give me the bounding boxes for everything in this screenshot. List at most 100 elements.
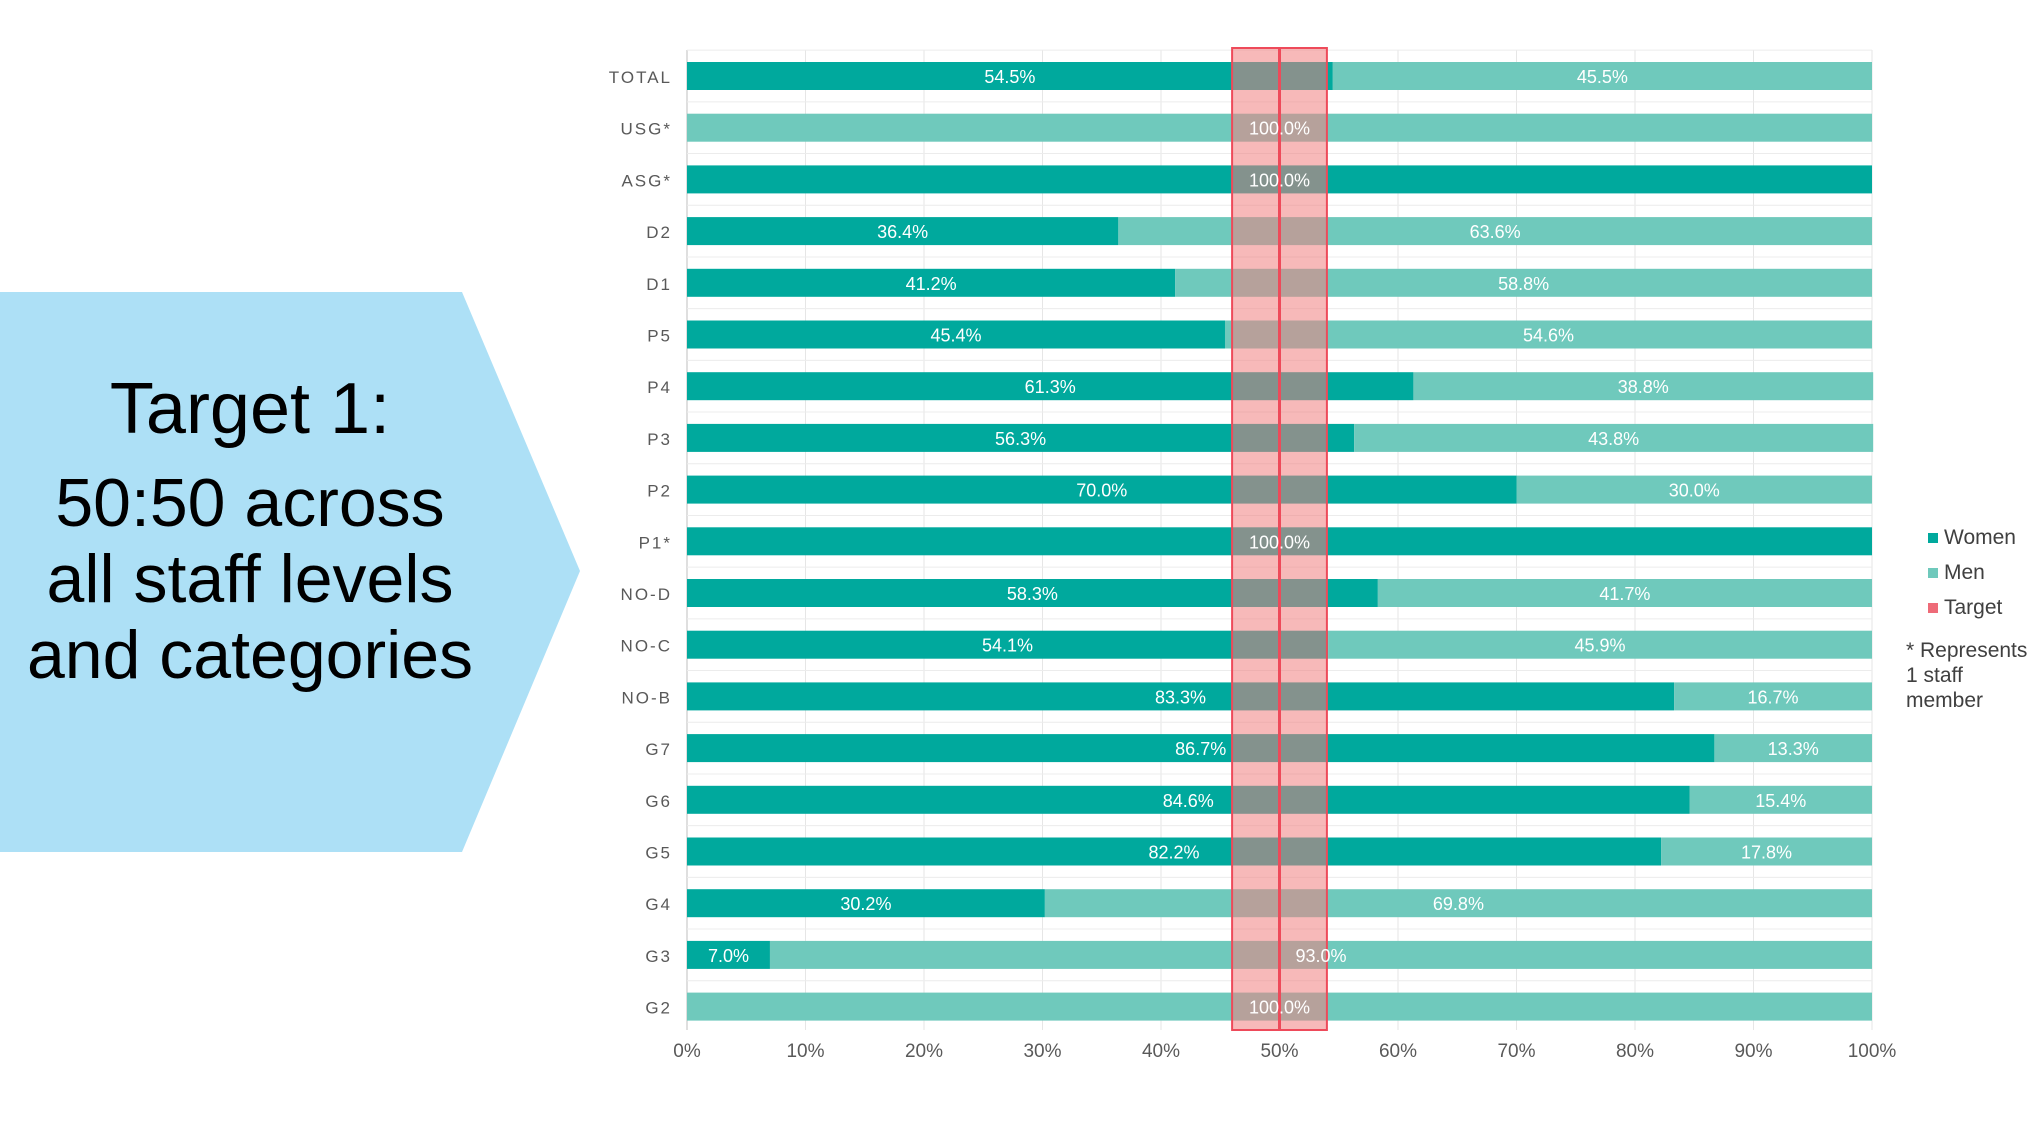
- data-label-men: 69.8%: [1433, 894, 1484, 914]
- bar-women: [687, 62, 1333, 90]
- category-label: TOTAL: [609, 68, 672, 87]
- data-label-men: 100.0%: [1249, 119, 1310, 139]
- data-label-men: 58.8%: [1498, 274, 1549, 294]
- bar-women: [687, 785, 1690, 814]
- bar-women: [687, 889, 1045, 918]
- data-label-women: 86.7%: [1175, 739, 1226, 759]
- category-label: USG*: [621, 120, 672, 139]
- data-label-men: 45.5%: [1577, 67, 1628, 87]
- x-tick-label: 30%: [1023, 1041, 1061, 1062]
- bar-men: [1224, 320, 1872, 349]
- category-label: G6: [645, 792, 672, 811]
- x-tick-label: 100%: [1848, 1041, 1897, 1062]
- bar-men: [1689, 785, 1872, 814]
- data-label-men: 17.8%: [1741, 843, 1792, 863]
- bar-labels: 54.5% 45.5% 100.0% 100.0% 36.4% 63.6% 41.2% 58.…: [708, 67, 1819, 1018]
- data-label-women: 61.3%: [1025, 377, 1076, 397]
- women-swatch: [1928, 532, 1938, 543]
- bar-women: [687, 475, 1517, 504]
- callout-body: 50:50 across all staff levels and catego…: [26, 465, 474, 693]
- data-label-women: 84.6%: [1163, 791, 1214, 811]
- data-label-women: 7.0%: [708, 946, 749, 966]
- data-label-women: 36.4%: [877, 222, 928, 242]
- data-label-men: 38.8%: [1618, 377, 1669, 397]
- bar-men: [1413, 372, 1874, 401]
- category-label: NO-D: [621, 585, 672, 604]
- data-label-women: 56.3%: [995, 429, 1046, 449]
- bar-women: [687, 837, 1662, 866]
- data-label-men: 43.8%: [1588, 429, 1639, 449]
- bar-women: [687, 734, 1715, 763]
- data-label-women: 83.3%: [1155, 687, 1206, 707]
- bar-men: [1354, 423, 1874, 452]
- legend-item-men: Men: [1928, 555, 2016, 590]
- category-label: P5: [647, 327, 672, 346]
- data-label-men: 13.3%: [1768, 739, 1819, 759]
- legend: Women Men Target: [1928, 520, 2016, 625]
- x-tick-label: 70%: [1497, 1041, 1535, 1062]
- data-label-women: 100.0%: [1249, 532, 1310, 552]
- bar-men: [1328, 630, 1872, 659]
- category-label: P1*: [639, 533, 672, 552]
- bar-men: [1332, 62, 1872, 90]
- category-label: G3: [645, 947, 672, 966]
- legend-men-label: Men: [1944, 560, 1985, 584]
- category-label: D1: [646, 275, 672, 294]
- callout-arrow-shape: [0, 292, 580, 852]
- category-label: P3: [647, 430, 672, 449]
- legend-target-label: Target: [1944, 595, 2003, 619]
- category-label: P2: [647, 482, 672, 501]
- data-label-men: 100.0%: [1249, 998, 1310, 1018]
- x-tick-label: 10%: [786, 1041, 824, 1062]
- data-label-women: 54.1%: [982, 636, 1033, 656]
- category-label: D2: [646, 223, 672, 242]
- category-label: NO-B: [622, 688, 673, 707]
- x-tick-label: 80%: [1616, 1041, 1654, 1062]
- data-label-men: 63.6%: [1470, 222, 1521, 242]
- target-overlay: [1231, 47, 1328, 1031]
- data-label-women: 70.0%: [1076, 481, 1127, 501]
- data-label-women: 58.3%: [1007, 584, 1058, 604]
- category-label: G7: [645, 740, 672, 759]
- data-label-women: 54.5%: [984, 67, 1035, 87]
- category-label: NO-C: [621, 637, 672, 656]
- bar-men: [1661, 837, 1872, 866]
- men-swatch: [1928, 567, 1938, 578]
- category-label: G4: [645, 895, 672, 914]
- callout-title: Target 1:: [109, 369, 391, 449]
- data-label-women: 100.0%: [1249, 170, 1310, 190]
- x-tick-labels: 0% 10% 20% 30% 40% 50% 60% 70% 80% 90% 100%: [673, 1041, 1896, 1062]
- bar-women: [687, 217, 1119, 246]
- target-swatch: [1928, 602, 1938, 613]
- bar-women: [687, 940, 770, 969]
- footnote: * Represents 1 staff member: [1906, 639, 2028, 712]
- bar-men: [1714, 734, 1872, 763]
- data-label-men: 93.0%: [1295, 946, 1346, 966]
- bar-women: [687, 320, 1225, 349]
- data-label-men: 16.7%: [1748, 687, 1799, 707]
- data-label-men: 15.4%: [1755, 791, 1806, 811]
- bar-men: [1674, 682, 1872, 711]
- data-label-men: 54.6%: [1523, 326, 1574, 346]
- x-tick-label: 20%: [905, 1041, 943, 1062]
- bar-men: [1377, 579, 1872, 607]
- data-label-women: 45.4%: [930, 326, 981, 346]
- data-label-men: 30.0%: [1669, 481, 1720, 501]
- bar-women: [687, 682, 1675, 711]
- legend-women-label: Women: [1944, 525, 2016, 549]
- category-label: G2: [645, 999, 672, 1018]
- bar-women: [687, 630, 1329, 659]
- bar-men: [1044, 889, 1872, 918]
- gridlines: [686, 49, 1873, 1030]
- bar-women: [687, 268, 1176, 297]
- x-tick-label: 90%: [1734, 1041, 1772, 1062]
- data-label-men: 45.9%: [1575, 636, 1626, 656]
- bar-men: [1516, 475, 1872, 504]
- category-label: ASG*: [621, 171, 672, 190]
- data-label-women: 30.2%: [840, 894, 891, 914]
- x-tick-label: 50%: [1260, 1041, 1298, 1062]
- x-tick-label: 0%: [673, 1041, 701, 1062]
- category-label: P4: [647, 378, 672, 397]
- x-tick-label: 40%: [1142, 1041, 1180, 1062]
